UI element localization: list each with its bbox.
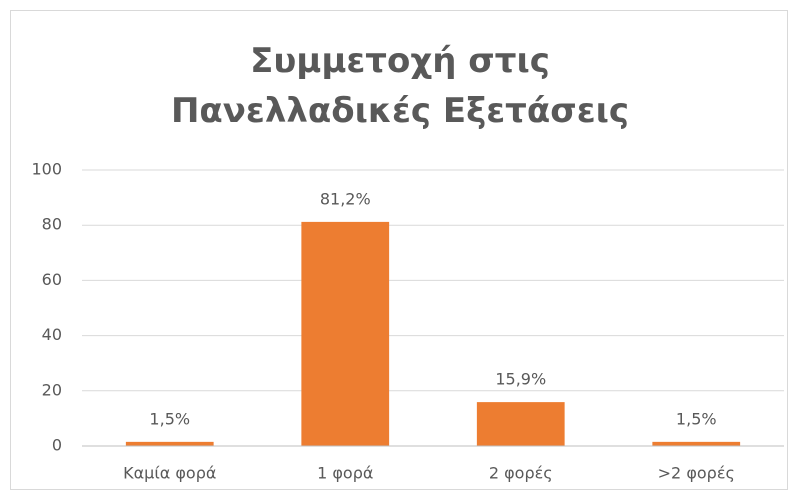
- x-tick-label: >2 φορές: [658, 464, 735, 483]
- chart-border: [10, 10, 788, 490]
- x-tick-label: 2 φορές: [489, 464, 553, 483]
- y-tick-label: 20: [42, 380, 62, 399]
- data-label: 1,5%: [149, 409, 190, 428]
- chart-title: Συμμετοχή στις Πανελλαδικές Εξετάσεις: [170, 41, 630, 131]
- y-tick-label: 60: [42, 270, 62, 289]
- data-label: 81,2%: [320, 189, 371, 208]
- bar: [301, 221, 390, 446]
- x-tick-label: Καμία φορά: [123, 464, 216, 483]
- y-tick-label: 0: [52, 436, 62, 455]
- y-tick-label: 80: [42, 215, 62, 234]
- y-tick-label: 100: [31, 160, 62, 179]
- x-tick-label: 1 φορά: [317, 464, 373, 483]
- data-label: 1,5%: [676, 409, 717, 428]
- bar: [652, 441, 741, 446]
- data-label: 15,9%: [495, 370, 546, 389]
- y-tick-label: 40: [42, 325, 62, 344]
- bar: [125, 441, 214, 446]
- bar: [476, 402, 565, 446]
